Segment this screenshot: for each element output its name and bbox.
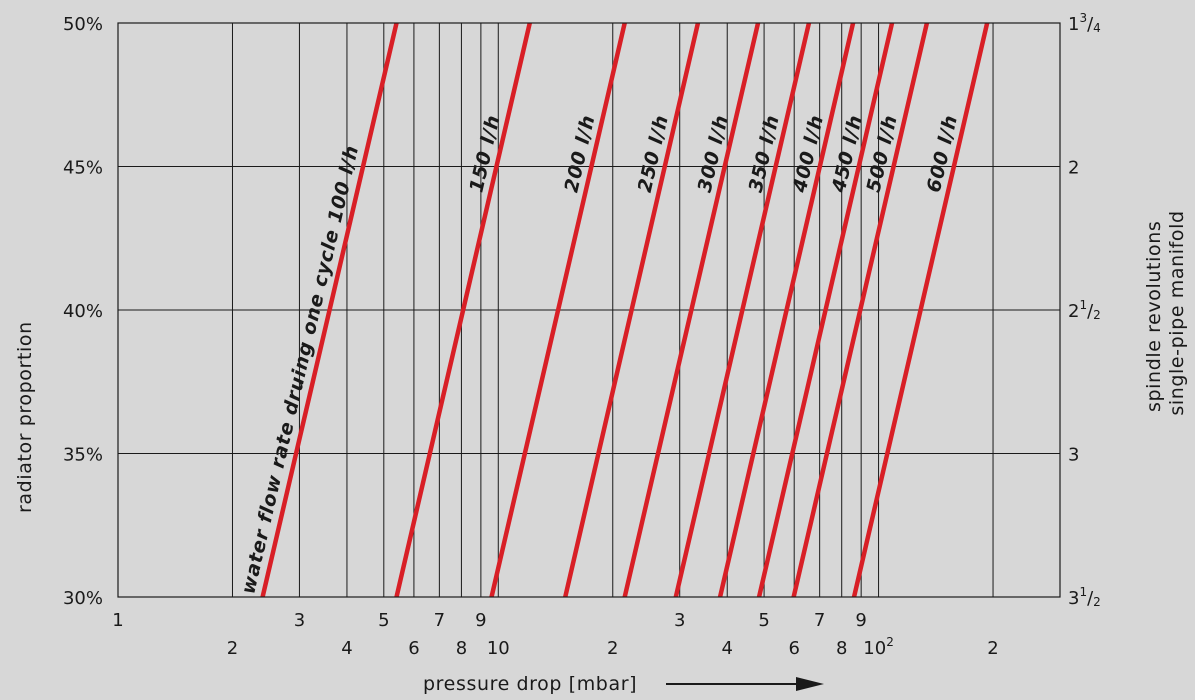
y2-tick-slash: /	[1087, 301, 1094, 322]
y-tick-label: 50%	[63, 14, 103, 35]
x-tick-label: 9	[855, 610, 866, 631]
y2-axis-title-line1: spindle revolutions	[1143, 221, 1165, 412]
y2-axis-title-line2: single-pipe manifold	[1166, 210, 1188, 415]
y-tick-label: 30%	[63, 588, 103, 609]
y2-tick-label: 2	[1068, 158, 1079, 179]
x-tick-label: 6	[788, 638, 799, 659]
y2-tick-whole: 3	[1068, 445, 1079, 466]
y2-tick-denominator: 2	[1093, 595, 1101, 609]
series-line	[622, 22, 761, 598]
series-line	[851, 22, 990, 598]
y2-tick-label: 13/4	[1068, 11, 1101, 35]
x-axis-title: pressure drop [mbar]	[423, 673, 637, 695]
y2-tick-label: 3	[1068, 445, 1079, 466]
x-tick-label: 5	[758, 610, 769, 631]
y-tick-label: 40%	[63, 301, 103, 322]
x-tick-label: 2	[987, 638, 998, 659]
x-tick-label: 7	[434, 610, 445, 631]
series-line	[563, 22, 701, 598]
y2-tick-label: 31/2	[1068, 585, 1101, 609]
plot-frame	[117, 22, 1061, 598]
x-tick-label: 5	[378, 610, 389, 631]
series-lines	[260, 22, 990, 598]
y2-tick-slash: /	[1087, 588, 1094, 609]
series-line	[717, 22, 856, 598]
x-tick-label: 3	[294, 610, 305, 631]
y2-axis-title: spindle revolutions single-pipe manifold	[1143, 210, 1188, 415]
y-axis-title: radiator proportion	[14, 321, 36, 513]
y2-tick-whole: 3	[1068, 588, 1079, 609]
x-tick-label: 1	[112, 610, 123, 631]
x-tick-label: 7	[814, 610, 825, 631]
series-line	[673, 22, 812, 598]
y-axis-ticks: 30% 35% 40% 45% 50%	[63, 14, 103, 609]
x-tick-label: 2	[607, 638, 618, 659]
series-line	[260, 22, 399, 598]
y2-tick-denominator: 2	[1093, 308, 1101, 322]
x-tick-label: 3	[674, 610, 685, 631]
y2-tick-whole: 2	[1068, 158, 1079, 179]
y2-tick-numerator: 1	[1079, 585, 1087, 599]
series-line	[394, 22, 532, 598]
series-line	[791, 22, 930, 598]
y2-tick-whole: 2	[1068, 301, 1079, 322]
x-tick-label: 6	[408, 638, 419, 659]
series-line	[756, 22, 895, 598]
series-line	[489, 22, 627, 598]
x-tick-label: 8	[836, 638, 847, 659]
x-tick-label: 10	[487, 638, 510, 659]
x-tick-label: 4	[722, 638, 733, 659]
x-tick-exponent: 2	[886, 635, 894, 649]
y2-tick-label: 21/2	[1068, 298, 1101, 322]
y2-tick-numerator: 3	[1079, 11, 1087, 25]
x-axis-ticks: 1 3 5 7 9 3 5 7 92 4 6 8 10 2 4 6 8 102 2	[112, 610, 998, 659]
x-tick-label: 4	[341, 638, 352, 659]
y2-tick-slash: /	[1087, 14, 1094, 35]
x-axis-arrow	[666, 677, 824, 691]
y-tick-label: 35%	[63, 445, 103, 466]
y2-tick-numerator: 1	[1079, 298, 1087, 312]
x-tick-label: 9	[475, 610, 486, 631]
x-tick-label: 2	[227, 638, 238, 659]
x-tick-label: 8	[456, 638, 467, 659]
y-tick-label: 45%	[63, 158, 103, 179]
y2-tick-whole: 1	[1068, 14, 1079, 35]
x-tick-label: 102	[863, 635, 894, 659]
y2-tick-denominator: 4	[1093, 21, 1101, 35]
